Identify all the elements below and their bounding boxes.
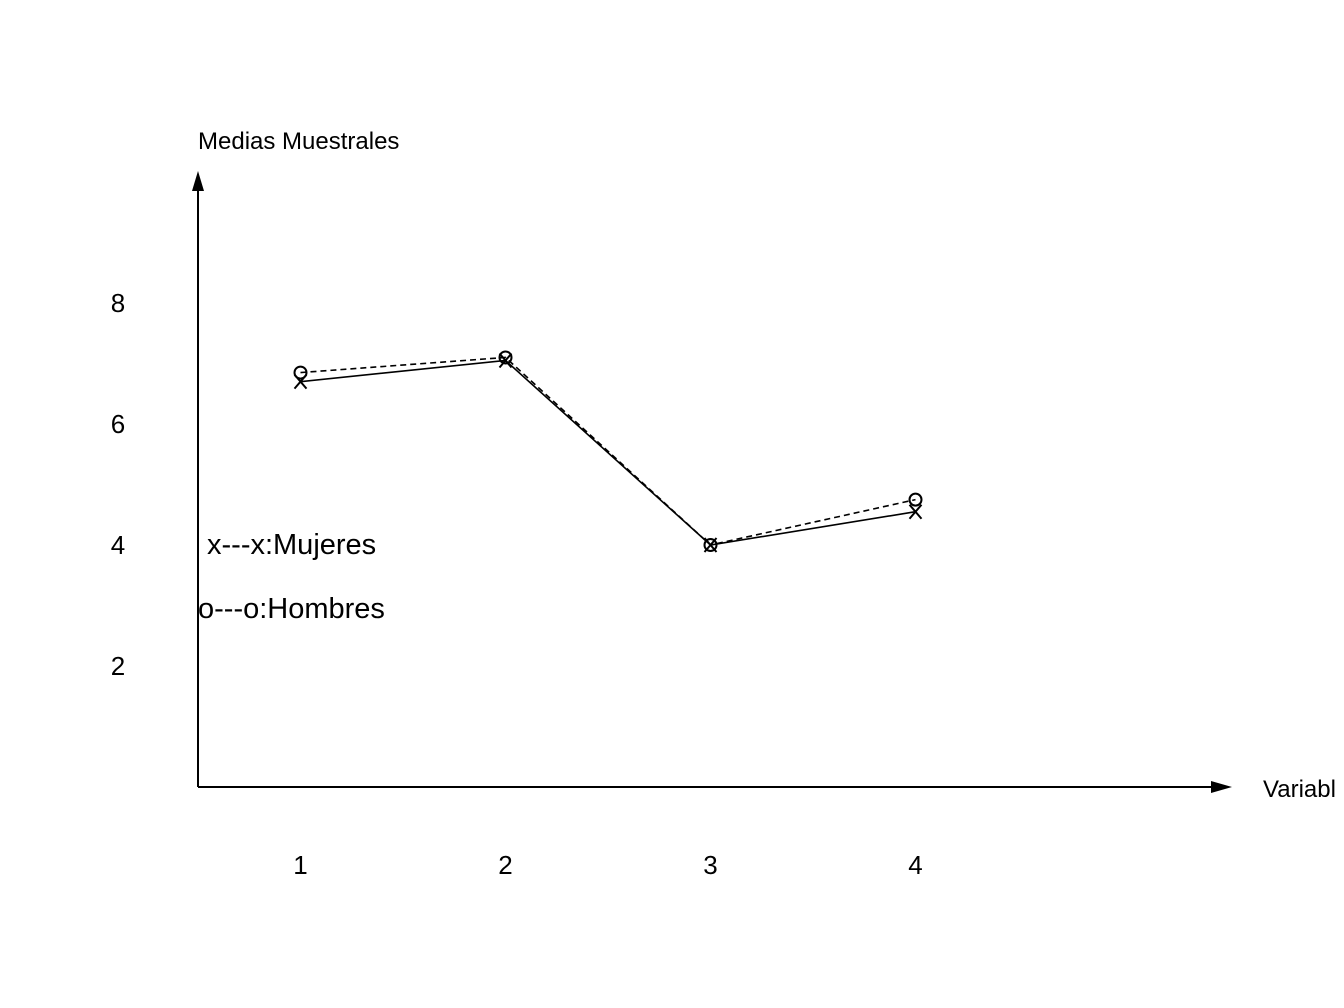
x-axis: [198, 781, 1232, 793]
legend-entry-mujeres: x---x:Mujeres: [207, 529, 376, 561]
x-tick-label: 2: [498, 850, 512, 880]
y-tick-label: 8: [111, 288, 125, 318]
point-mujeres: [498, 352, 513, 369]
point-hombres: [908, 492, 923, 507]
y-tick-label: 2: [111, 651, 125, 681]
x-tick-labels: 1 2 3 4: [293, 850, 922, 880]
series-line-hombres: [300, 356, 916, 546]
x-axis-arrow-icon: [1211, 781, 1232, 793]
x-tick-label: 3: [703, 850, 717, 880]
y-axis-label: Medias Muestrales: [198, 128, 399, 155]
legend-entry-hombres: o---o:Hombres: [198, 593, 385, 625]
series-lines: [300, 356, 916, 546]
x-tick-label: 4: [908, 850, 922, 880]
series-line-mujeres: [300, 359, 916, 546]
point-hombres: [293, 365, 308, 380]
point-hombres: [703, 538, 718, 552]
point-mujeres: [908, 504, 923, 520]
y-tick-labels: 2 4 6 8: [111, 288, 125, 681]
point-hombres: [498, 350, 513, 365]
y-axis: [192, 171, 204, 787]
x-tick-label: 1: [293, 850, 307, 880]
series-markers: [293, 350, 923, 553]
y-axis-arrow-icon: [192, 171, 204, 191]
x-axis-label: Variabl: [1263, 776, 1336, 803]
y-tick-label: 4: [111, 530, 125, 560]
y-tick-label: 6: [111, 409, 125, 439]
